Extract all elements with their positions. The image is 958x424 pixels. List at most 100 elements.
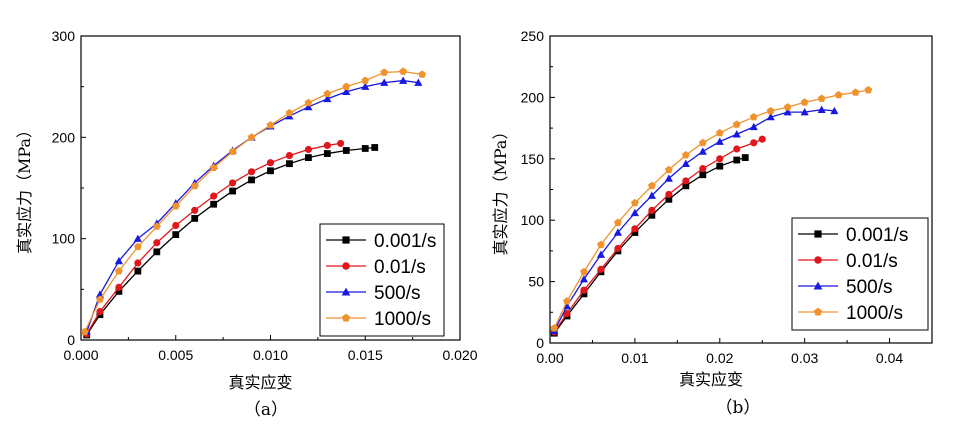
data-point [631,225,639,233]
data-point [380,68,389,76]
data-point [579,275,589,283]
data-point [248,176,255,184]
y-axis-label: 真实应力（MPa） [491,124,510,256]
data-point [596,250,606,258]
data-point [580,267,588,276]
data-point [664,174,673,182]
y-tick-label: 50 [528,274,544,290]
series-1000-s [550,85,873,332]
data-point [834,90,843,99]
data-point [380,78,389,86]
data-point [115,267,123,275]
x-tick-label: 0.02 [706,350,733,366]
data-point [96,295,104,303]
data-point [342,87,351,95]
data-point [210,192,218,200]
data-point [682,182,690,190]
data-point [209,163,218,172]
series-1000-s [80,67,426,336]
data-point [323,89,332,98]
data-point [267,167,274,175]
y-tick-label: 100 [521,212,545,228]
data-point [732,120,741,128]
data-point [562,302,572,310]
data-point [715,137,724,145]
data-point [285,108,294,117]
y-tick-label: 150 [521,151,545,167]
data-point [681,151,690,159]
data-point [631,229,639,236]
y-tick-label: 200 [521,89,545,105]
panel-caption: （b） [716,398,761,418]
data-point [115,283,123,291]
data-point [630,208,639,217]
legend-item: 1000/s [326,309,431,330]
data-point [286,160,293,168]
legend-label: 0.01/s [374,257,426,278]
data-point [323,141,331,150]
data-point [418,70,426,78]
data-point [171,202,180,210]
data-point [361,76,370,84]
y-tick-label: 100 [52,231,76,247]
data-point [305,154,312,161]
series-line [553,109,835,332]
data-point [614,244,622,253]
y-tick-label: 200 [52,129,76,145]
data-point [304,102,313,111]
data-point [80,327,89,336]
data-point [699,171,707,179]
x-tick-label: 0.01 [621,350,648,366]
legend-label: 500/s [846,277,892,298]
legend-marker [341,287,351,296]
data-point [580,286,588,294]
data-point [647,181,656,190]
legend-item: 1000/s [798,303,903,324]
legend: 0.001/s 0.01/s 500/s 1000/s [791,217,929,331]
data-point [665,195,673,203]
legend-marker [814,256,822,264]
data-point [172,221,180,230]
data-point [190,181,199,190]
data-point [229,187,236,195]
data-point [665,190,673,198]
data-point [563,309,571,318]
data-point [133,234,142,242]
data-point [114,256,123,265]
data-point [133,242,142,251]
series-0-001-s [83,144,379,339]
data-point [597,240,605,249]
data-point [766,106,775,115]
data-point [337,139,345,147]
legend-marker [342,262,350,270]
legend-item: 0.001/s [326,231,436,252]
legend-item: 500/s [326,283,420,304]
x-axis-label: 真实应变 [228,373,292,392]
x-axis-label: 真实应变 [679,370,743,389]
legend-item: 500/s [798,277,892,298]
data-point [550,324,559,332]
data-point [153,248,161,256]
data-point [741,154,749,161]
series-0-01-s [83,139,345,338]
data-point [153,239,161,247]
data-point [732,130,741,138]
data-point [563,297,571,305]
data-point [323,150,331,157]
data-point [399,67,408,75]
legend-label: 1000/s [846,303,903,324]
data-point [580,290,588,298]
data-point [371,144,379,151]
data-point [631,198,639,207]
data-point [716,162,724,170]
data-point [766,112,775,121]
data-point [750,139,758,147]
data-point [864,85,873,94]
data-point [699,165,707,173]
data-point [648,211,656,219]
data-point [733,145,741,153]
data-point [830,106,839,115]
series-500-s [550,105,839,334]
x-tick-label: 0.015 [348,347,383,363]
x-tick-label: 0.010 [253,347,288,363]
